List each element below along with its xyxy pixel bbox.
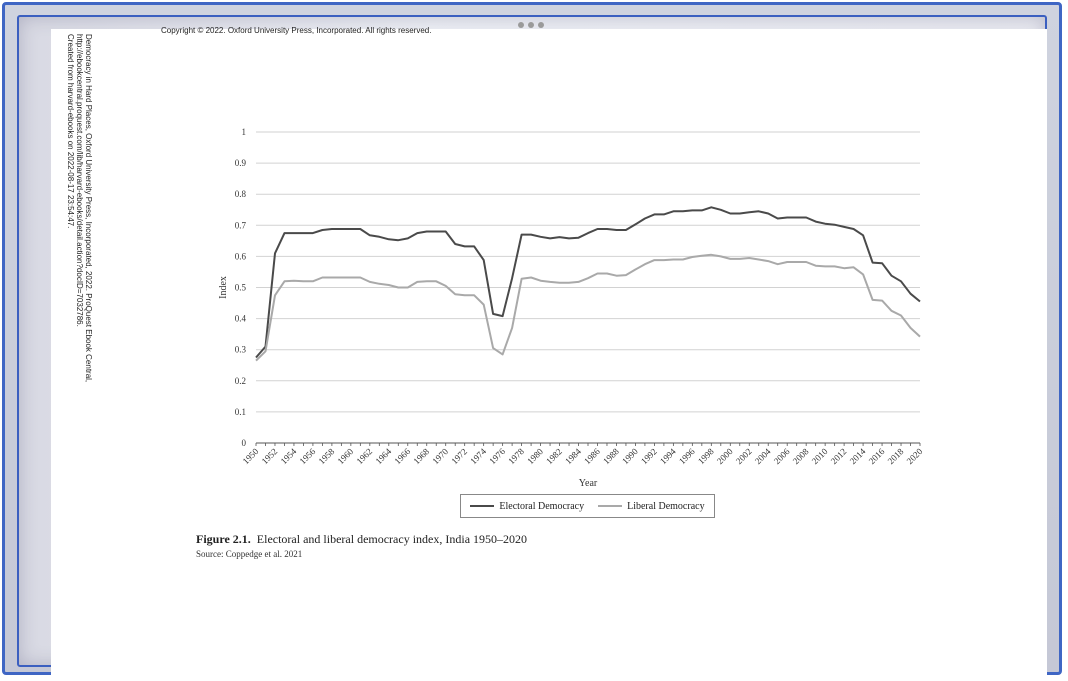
x-tick-label: 1968 [411,446,431,466]
x-tick-label: 1998 [696,446,716,466]
more-options-icon[interactable] [518,22,544,28]
x-tick-label: 2000 [715,446,735,466]
y-tick-label: 0.4 [235,314,247,324]
x-axis-label: Year [579,478,598,489]
x-tick-label: 1962 [354,446,374,466]
x-tick-label: 1986 [582,446,602,466]
x-tick-label: 1950 [241,446,261,466]
y-tick-label: 0.6 [235,251,247,261]
legend-label-electoral: Electoral Democracy [499,500,585,512]
y-tick-label: 0.3 [235,345,247,355]
x-tick-label: 2020 [905,446,925,466]
citation-created: Created from harvard-ebooks on 2022-08-1… [66,34,75,229]
x-tick-label: 1990 [620,446,640,466]
x-tick-label: 1964 [373,446,393,466]
legend-item-liberal: Liberal Democracy [598,500,705,512]
citation-sidebar: Democracy in Hard Places, Oxford Univers… [66,34,93,382]
dot-icon [518,22,524,28]
chart-legend: Electoral Democracy Liberal Democracy [460,494,715,518]
y-tick-label: 0 [242,438,247,448]
x-tick-label: 1994 [658,446,678,466]
figure-source: Source: Coppedge et al. 2021 [196,549,303,559]
y-axis-label: Index [218,276,229,299]
citation-line: Democracy in Hard Places, Oxford Univers… [84,34,93,383]
x-tick-label: 2006 [772,446,792,466]
document-page [51,29,1047,679]
x-tick-label: 1952 [260,446,280,466]
x-tick-label: 2008 [791,446,811,466]
x-tick-label: 1982 [544,446,564,466]
legend-label-liberal: Liberal Democracy [627,500,705,512]
dot-icon [538,22,544,28]
copyright-notice: Copyright © 2022. Oxford University Pres… [161,26,432,35]
document-frame [17,15,1047,679]
x-tick-label: 2012 [829,446,849,466]
y-tick-label: 0.2 [235,376,246,386]
dot-icon [528,22,534,28]
x-tick-label: 1954 [279,446,299,466]
x-tick-label: 1966 [392,446,412,466]
citation-url[interactable]: http://ebookcentral.proquest.com/lib/har… [75,34,84,327]
x-tick-label: 1960 [335,446,355,466]
figure-caption: Figure 2.1. Electoral and liberal democr… [196,532,527,547]
legend-swatch-liberal [598,505,623,507]
x-tick-label: 2002 [734,446,754,466]
x-tick-label: 1992 [639,446,659,466]
x-tick-label: 2016 [867,446,887,466]
y-tick-label: 0.7 [235,220,247,230]
x-tick-label: 2014 [848,446,868,466]
series-line-electoral [255,206,921,359]
x-tick-label: 1980 [525,446,545,466]
x-tick-label: 1984 [563,446,583,466]
x-tick-label: 1956 [298,446,318,466]
figure-title: Electoral and liberal democracy index, I… [256,532,528,546]
y-tick-label: 0.1 [235,407,246,417]
x-tick-label: 2004 [753,446,773,466]
x-tick-label: 1974 [468,446,488,466]
series-line-liberal [255,253,921,362]
x-tick-label: 2010 [810,446,830,466]
x-tick-label: 1996 [677,446,697,466]
y-tick-label: 0.5 [235,283,247,293]
x-tick-label: 1978 [506,446,526,466]
y-tick-label: 0.8 [235,189,247,199]
x-tick-label: 1976 [487,446,507,466]
figure-label: Figure 2.1. [196,532,251,546]
legend-item-electoral: Electoral Democracy [470,501,584,512]
x-tick-label: 1970 [430,446,450,466]
y-tick-label: 1 [242,127,247,137]
y-tick-label: 0.9 [235,158,247,168]
legend-swatch-electoral [470,505,495,507]
x-tick-label: 2018 [886,446,906,466]
x-tick-label: 1958 [317,446,337,466]
x-tick-label: 1988 [601,446,621,466]
x-tick-label: 1972 [449,446,469,466]
